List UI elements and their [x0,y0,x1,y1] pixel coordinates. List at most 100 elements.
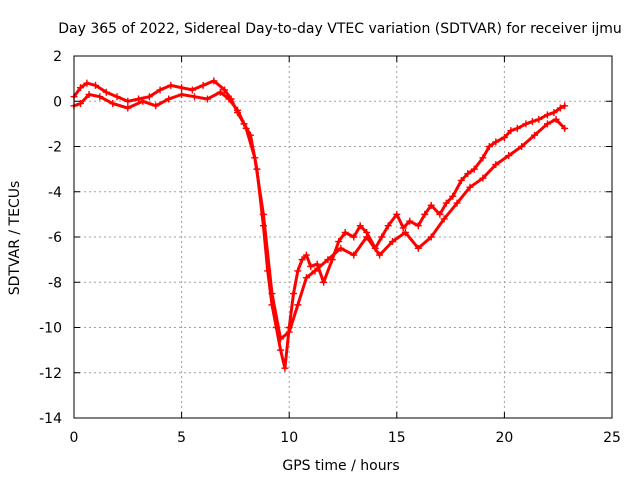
x-tick-label: 0 [70,430,79,446]
data-point [421,210,429,218]
data-point [442,199,450,207]
data-point [440,215,448,223]
data-point [294,301,302,309]
data-point [188,86,196,94]
data-point [281,364,289,372]
data-point [199,81,207,89]
data-point [518,143,526,150]
data-point [178,84,186,92]
data-point [350,233,358,241]
x-tick-label: 25 [603,430,621,446]
data-point [203,95,211,103]
series-line [72,79,567,370]
data-point [363,233,371,241]
data-point [85,90,93,98]
chart-title: Day 365 of 2022, Sidereal Day-to-day VTE… [58,21,622,37]
data-point [479,154,487,162]
data-point [268,290,276,298]
data-point [399,224,407,232]
data-point [449,192,457,200]
data-point [401,228,409,236]
data-point [556,104,564,112]
data-point [378,233,386,241]
y-axis-label: SDTVAR / TECUs [7,181,23,296]
data-point [83,79,91,87]
data-point [427,233,435,241]
data-point [221,86,229,94]
y-tick-labels: -14 -12 -10 -8 -6 -4 -2 0 2 [39,49,62,427]
data-point [528,118,536,126]
y-tick-label: -6 [48,230,62,246]
data-point [324,256,332,264]
x-axis-label: GPS time / hours [282,458,399,474]
x-tick-label: 5 [177,430,186,446]
data-point [453,199,461,207]
data-series [70,77,569,372]
data-point [561,124,569,132]
data-point [543,120,551,128]
data-point [522,120,530,128]
data-point [337,244,345,252]
data-point [102,88,110,96]
data-point [242,124,250,132]
data-point [531,131,539,139]
data-point [152,102,160,110]
data-point [479,174,487,182]
data-point [313,260,321,268]
data-point [500,133,508,141]
data-point [290,290,298,298]
data-point [376,251,384,259]
data-point [492,138,500,146]
data-point [216,88,224,96]
data-point [561,102,569,110]
data-point [191,93,199,101]
y-tick-label: -14 [39,411,62,427]
data-point [167,81,175,89]
data-point [92,81,100,89]
y-tick-label: -2 [48,140,62,156]
data-point [464,170,472,178]
data-point [505,152,513,160]
data-point [535,115,543,123]
data-point [124,104,132,112]
data-series [70,88,569,343]
axis-ticks [73,55,613,419]
data-point [178,90,186,98]
data-point [436,210,444,218]
data-point [277,346,285,354]
data-point [406,217,414,225]
data-point [414,222,422,230]
data-point [350,251,358,259]
data-point [307,262,315,270]
data-point [335,238,343,246]
data-point [492,161,500,169]
data-point [259,210,267,218]
data-point [210,77,218,85]
y-tick-label: -12 [39,366,62,382]
data-point [156,86,164,94]
data-point [320,278,328,286]
series-layer [70,77,569,372]
data-point [507,127,515,135]
data-point [124,97,132,105]
data-point [550,109,558,117]
data-point [113,93,121,101]
data-point [311,267,319,275]
data-point [384,222,392,230]
x-tick-label: 10 [280,430,298,446]
data-point [302,251,310,259]
data-point [139,97,147,105]
data-point [277,335,285,343]
y-tick-label: -10 [39,321,62,337]
x-tick-label: 15 [388,430,406,446]
y-tick-label: 2 [53,49,62,65]
data-point [234,106,242,114]
data-point [457,176,465,184]
data-point [427,201,435,209]
data-point [76,100,84,108]
data-point [356,222,364,230]
x-tick-label: 20 [495,430,513,446]
data-point [466,183,474,191]
